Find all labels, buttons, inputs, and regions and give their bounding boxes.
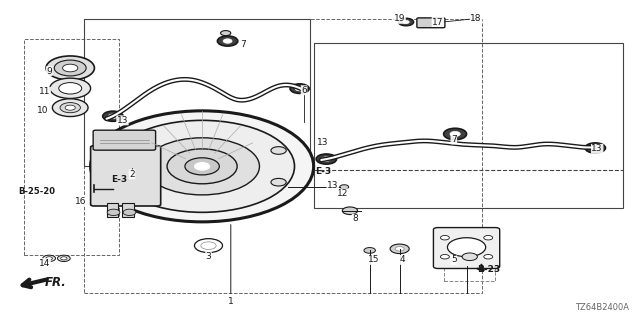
Circle shape [195,163,210,170]
Text: 13: 13 [317,138,329,147]
Circle shape [290,84,309,93]
Text: 13: 13 [591,144,603,153]
Circle shape [484,236,493,240]
Text: 1: 1 [228,297,234,306]
Text: 17: 17 [432,18,444,27]
Text: 8: 8 [352,214,358,223]
Text: 5: 5 [451,255,457,264]
FancyBboxPatch shape [93,130,156,150]
Bar [444,235,495,281]
Circle shape [63,64,78,72]
Circle shape [295,86,304,91]
Circle shape [58,255,70,261]
Text: E-3: E-3 [111,174,127,184]
Text: 3: 3 [205,252,211,261]
Circle shape [107,209,120,215]
Bar [24,39,119,255]
Circle shape [390,244,409,253]
FancyBboxPatch shape [91,146,161,206]
Circle shape [221,31,231,36]
Circle shape [585,143,605,153]
Text: 9: 9 [46,67,52,76]
Text: 10: 10 [37,106,49,115]
Bar [84,19,483,293]
Circle shape [223,39,232,43]
Circle shape [444,128,467,140]
Circle shape [316,154,337,164]
Circle shape [271,147,286,154]
Circle shape [364,248,376,253]
Circle shape [145,138,259,195]
Circle shape [50,78,91,99]
Circle shape [484,254,493,259]
Text: 6: 6 [301,86,307,95]
Circle shape [462,253,477,260]
Text: 7: 7 [451,135,457,144]
Circle shape [271,178,286,186]
Text: 16: 16 [76,197,87,206]
Bar [84,19,310,166]
Circle shape [340,185,349,189]
Circle shape [60,103,81,113]
Text: 19: 19 [394,14,405,23]
Text: B-25-20: B-25-20 [18,187,55,196]
Circle shape [403,20,409,24]
Circle shape [109,120,294,212]
Circle shape [167,149,237,184]
Bar [314,43,623,208]
Text: 15: 15 [369,255,380,264]
Circle shape [46,56,95,80]
Circle shape [591,146,600,150]
Circle shape [59,83,82,94]
Text: 18: 18 [470,14,482,23]
Circle shape [61,257,67,260]
Circle shape [440,236,449,240]
Text: 2: 2 [129,170,135,179]
Text: 11: 11 [39,87,51,96]
Circle shape [52,99,88,116]
Text: FR.: FR. [45,276,67,289]
Bar [122,203,134,217]
Circle shape [322,157,331,161]
Text: 7: 7 [241,40,246,49]
Circle shape [123,209,136,215]
Text: E-3: E-3 [315,167,332,176]
Text: 4: 4 [400,255,406,264]
Circle shape [102,111,123,121]
Text: 13: 13 [116,116,128,125]
Circle shape [108,114,117,118]
Bar [106,203,118,217]
FancyBboxPatch shape [433,228,500,268]
Text: 14: 14 [39,259,51,268]
Text: 12: 12 [337,189,348,198]
Text: TZ64B2400A: TZ64B2400A [575,303,629,312]
Text: B-23: B-23 [477,265,500,274]
Circle shape [65,105,76,110]
Circle shape [54,60,86,76]
Circle shape [398,18,413,26]
Circle shape [43,255,56,261]
Circle shape [342,207,358,215]
Circle shape [185,158,220,175]
Circle shape [218,36,238,46]
FancyBboxPatch shape [417,18,445,28]
Circle shape [440,254,449,259]
Circle shape [46,257,52,260]
Text: 13: 13 [327,181,339,190]
Circle shape [447,238,486,257]
Circle shape [450,132,460,137]
Circle shape [395,247,404,251]
Circle shape [91,111,314,222]
